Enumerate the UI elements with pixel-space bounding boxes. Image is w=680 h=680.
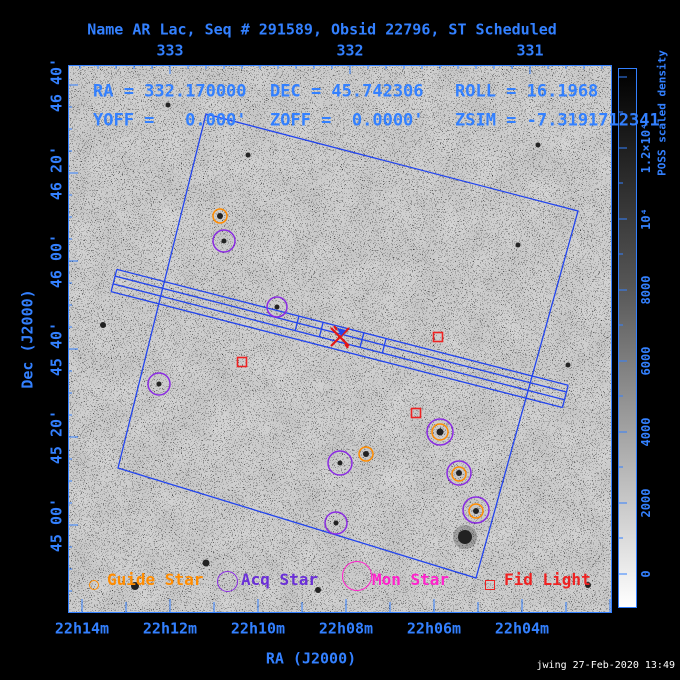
ra-label-22h04m: 22h04m <box>494 619 550 638</box>
legend-guide-star-label: Guide Star <box>107 570 204 589</box>
dec-label-4620: 46 20' <box>47 145 66 201</box>
ra-label-22h12m: 22h12m <box>142 619 198 638</box>
info-roll: ROLL = 16.1968 <box>455 81 599 102</box>
top-axis-label-331: 331 <box>516 41 544 60</box>
x-axis-title: RA (J2000) <box>265 649 357 668</box>
legend-mon-star-label: Mon Star <box>372 570 450 589</box>
legend-acq-star-label: Acq Star <box>241 570 319 589</box>
page-title: Name AR Lac, Seq # 291589, Obsid 22796, … <box>87 20 557 39</box>
legend-fid-light-icon <box>485 580 495 590</box>
ra-label-22h10m: 22h10m <box>230 619 286 638</box>
dec-label-4600: 46 00' <box>47 233 66 289</box>
ra-label-22h08m: 22h08m <box>318 619 374 638</box>
top-axis-label-332: 332 <box>336 41 364 60</box>
legend-guide-star-icon <box>89 580 99 590</box>
info-zsim: ZSIM = -7.3191712341 <box>455 110 660 131</box>
credit-text: jwing 27-Feb-2020 13:49 <box>536 660 675 671</box>
info-ra: RA = 332.170000 <box>93 81 247 102</box>
y-axis-title: Dec (J2000) <box>18 289 37 389</box>
dec-label-4500: 45 00' <box>47 497 66 553</box>
dec-label-4640: 46 40' <box>47 57 66 113</box>
colorbar-tick-4000: 4000 <box>639 417 653 447</box>
dec-label-4520: 45 20' <box>47 409 66 465</box>
info-zoff: ZOFF = 0.0000' <box>270 110 424 131</box>
plot-frame <box>68 65 612 613</box>
legend-fid-light-label: Fid Light <box>504 570 591 589</box>
colorbar-tick-8000: 8000 <box>639 275 653 305</box>
info-dec: DEC = 45.742306 <box>270 81 424 102</box>
colorbar-tick-1e4: 10⁴ <box>639 208 653 230</box>
legend-acq-star-icon <box>217 571 238 592</box>
ra-label-22h14m: 22h14m <box>54 619 110 638</box>
colorbar <box>618 68 637 608</box>
ra-label-22h06m: 22h06m <box>406 619 462 638</box>
colorbar-tick-0: 0 <box>639 570 653 578</box>
colorbar-tick-2000: 2000 <box>639 488 653 518</box>
top-axis-label-333: 333 <box>156 41 184 60</box>
legend-mon-star-icon <box>342 561 372 591</box>
colorbar-tick-6000: 6000 <box>639 346 653 376</box>
info-yoff: YOFF = 0.000' <box>93 110 247 131</box>
dec-label-4540: 45 40' <box>47 321 66 377</box>
